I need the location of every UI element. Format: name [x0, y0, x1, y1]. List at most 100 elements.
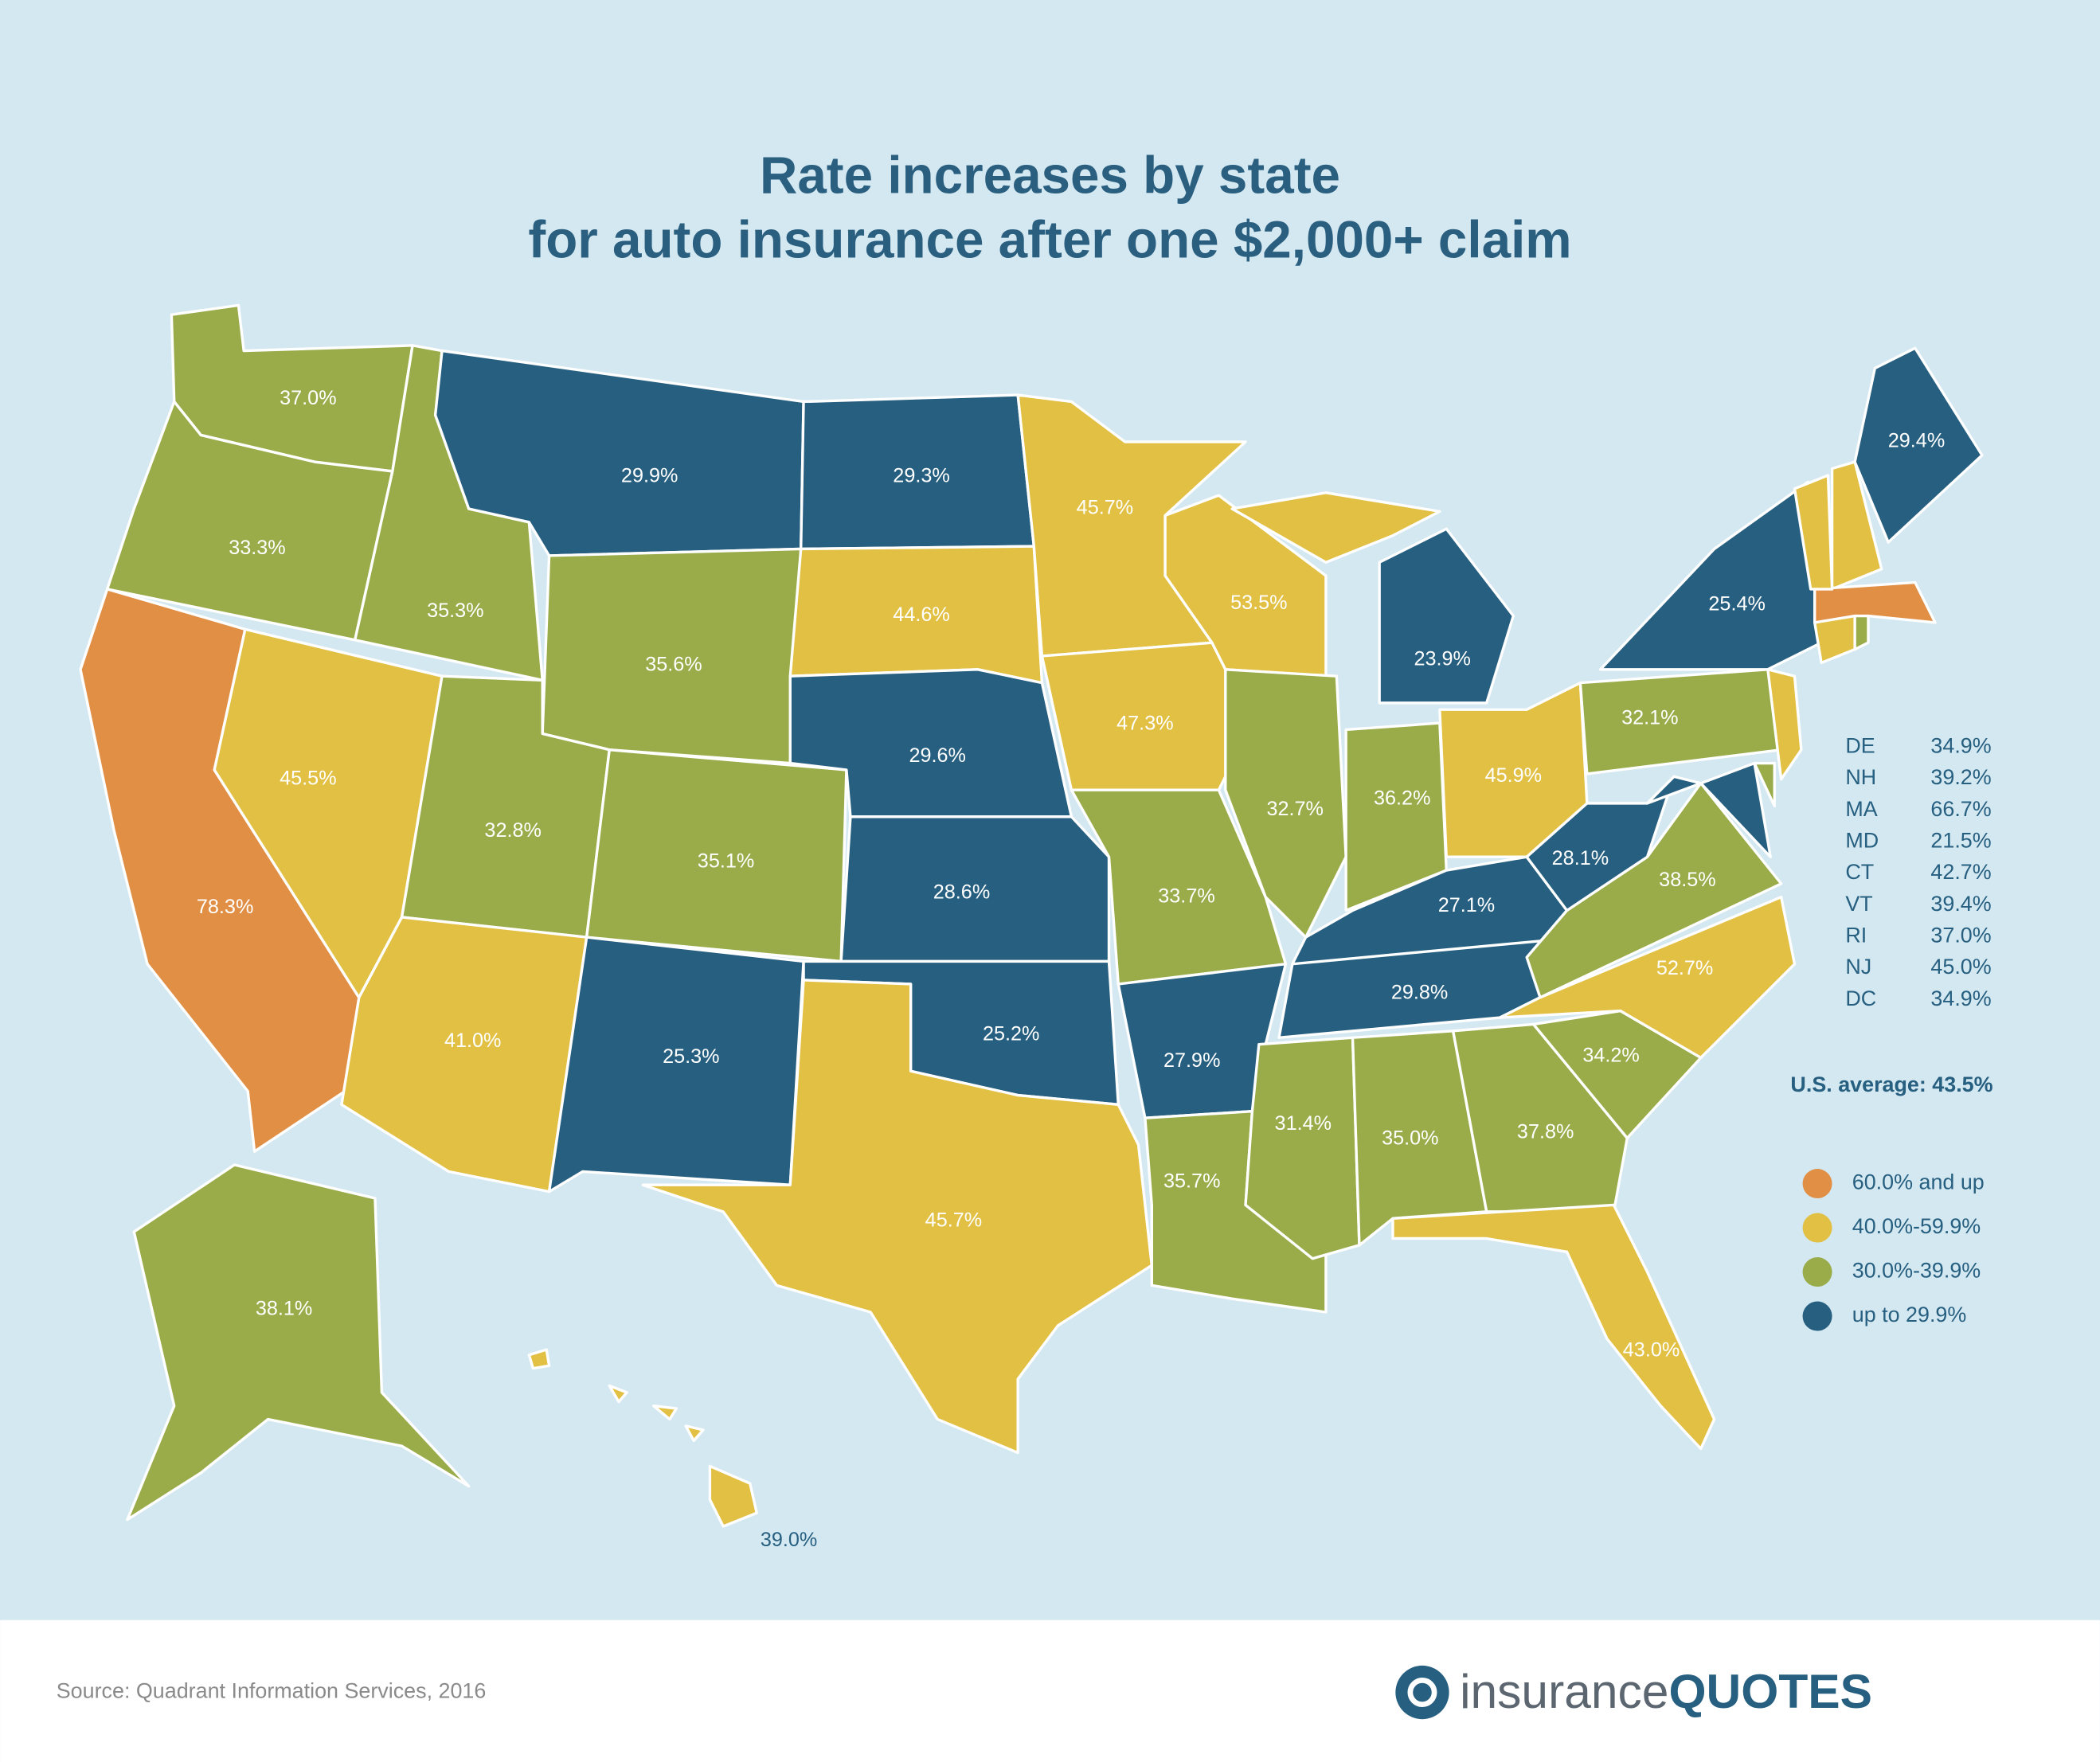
- state-value-label: 32.8%: [484, 819, 542, 842]
- small-state-value: 39.4%: [1930, 892, 1991, 916]
- state-value-label: 47.3%: [1116, 712, 1174, 734]
- state-value-label: 29.6%: [909, 744, 966, 767]
- small-state-value: 66.7%: [1930, 797, 1991, 821]
- state-shape: [708, 1464, 758, 1528]
- state-value-label: 35.6%: [645, 653, 702, 675]
- footer-band: [0, 1619, 2100, 1762]
- label-layer: 37.0% 33.3% 78.3% 45.5% 35.3% 29.9% 35.6% 32.8%…: [197, 387, 1945, 1551]
- state-value-label: 31.4%: [1275, 1112, 1332, 1135]
- us-average: U.S. average: 43.5%: [1790, 1072, 1992, 1096]
- state-value-label: 43.0%: [1623, 1338, 1680, 1361]
- state-value-label: 29.4%: [1888, 430, 1946, 452]
- state-value-label: 33.7%: [1158, 885, 1215, 907]
- state-value-label: 32.7%: [1266, 798, 1324, 820]
- state-value-label: 45.9%: [1485, 764, 1543, 787]
- state-value-label: 53.5%: [1230, 592, 1288, 614]
- state-value-label: 25.4%: [1708, 593, 1766, 615]
- state-value-label: 35.0%: [1382, 1127, 1439, 1150]
- title-line: Rate increases by state: [760, 147, 1340, 205]
- small-state-name: MD: [1845, 829, 1879, 853]
- small-state-value: 45.0%: [1930, 955, 1991, 979]
- small-state-name: DE: [1845, 733, 1875, 757]
- state-value-label: 27.9%: [1163, 1049, 1221, 1072]
- state-shape: [1230, 491, 1441, 564]
- legend-label: 30.0%-39.9%: [1852, 1259, 1981, 1283]
- state-value-label: 29.8%: [1391, 981, 1449, 1003]
- small-state-name: NJ: [1845, 955, 1871, 979]
- legend-label: 40.0%-59.9%: [1852, 1214, 1981, 1238]
- small-state-value: 37.0%: [1930, 924, 1991, 947]
- state-value-label: 28.1%: [1552, 847, 1609, 869]
- state-shape: [1793, 474, 1834, 591]
- state-value-label: 34.2%: [1582, 1044, 1640, 1066]
- state-value-label: 25.2%: [983, 1023, 1040, 1045]
- state-shape: [641, 979, 1153, 1455]
- state-value-label: 27.1%: [1438, 894, 1496, 916]
- logo-icon: [1395, 1665, 1449, 1720]
- small-state-name: NH: [1845, 765, 1876, 789]
- state-shape: [1645, 761, 1772, 858]
- logo-word-2: QUOTES: [1668, 1664, 1872, 1718]
- state-layer: [79, 303, 1984, 1528]
- small-state-name: MA: [1845, 797, 1877, 821]
- legend-swatch: [1802, 1301, 1832, 1331]
- state-value-label: 44.6%: [893, 604, 950, 626]
- state-value-label: 37.0%: [280, 387, 337, 409]
- logo: insuranceQUOTES: [1395, 1664, 1872, 1720]
- state-value-label: 52.7%: [1656, 957, 1714, 979]
- state-shape: [1451, 1022, 1629, 1213]
- logo-icon-ring: [1407, 1678, 1437, 1708]
- state-value-label: 45.5%: [280, 767, 337, 789]
- legend-swatch: [1802, 1213, 1832, 1243]
- state-shape: [684, 1424, 705, 1443]
- state-value-label: 32.1%: [1621, 707, 1679, 729]
- state-shape: [1378, 527, 1515, 705]
- title-line: for auto insurance after one $2,000+ cla…: [528, 210, 1571, 268]
- state-shape: [608, 1384, 628, 1404]
- state-value-label: 35.1%: [698, 850, 755, 873]
- state-value-label: 38.5%: [1659, 869, 1716, 891]
- state-shape: [1813, 580, 1937, 624]
- source-note: Source: Quadrant Information Services, 2…: [57, 1679, 487, 1703]
- small-state-value: 34.9%: [1930, 733, 1991, 757]
- state-shape: [652, 1405, 678, 1421]
- small-state-name: VT: [1845, 892, 1872, 916]
- legend-swatch: [1802, 1257, 1832, 1287]
- small-state-value: 42.7%: [1930, 860, 1991, 884]
- state-value-label: 37.8%: [1517, 1120, 1574, 1143]
- state-value-label: 25.3%: [663, 1045, 720, 1068]
- small-state-name: RI: [1845, 924, 1867, 947]
- state-shape: [547, 936, 805, 1194]
- small-state-value: 39.2%: [1930, 765, 1991, 789]
- state-shape: [1498, 895, 1797, 1060]
- state-shape: [126, 1163, 471, 1522]
- state-value-label: 28.6%: [933, 881, 991, 903]
- small-state-value: 34.9%: [1930, 986, 1991, 1010]
- state-shape: [1391, 1203, 1716, 1451]
- small-state-value: 21.5%: [1930, 829, 1991, 853]
- legend-label: 60.0% and up: [1852, 1170, 1985, 1194]
- state-shape: [1853, 346, 1984, 544]
- state-value-label: 35.3%: [427, 600, 484, 622]
- state-shape: [1753, 761, 1776, 808]
- state-value-label: 33.3%: [229, 537, 286, 559]
- state-value-label: 29.3%: [893, 464, 950, 486]
- small-state-name: DC: [1845, 986, 1876, 1010]
- state-value-label: 29.9%: [621, 464, 678, 486]
- state-value-label: 78.3%: [197, 896, 254, 918]
- state-shape: [839, 815, 1111, 963]
- state-value-label: 41.0%: [444, 1029, 502, 1052]
- legend-label: up to 29.9%: [1852, 1303, 1967, 1326]
- state-value-label: 23.9%: [1414, 648, 1471, 670]
- state-value-label: 45.7%: [925, 1209, 983, 1231]
- logo-word: insuranceQUOTES: [1460, 1664, 1872, 1718]
- state-shape: [1830, 460, 1883, 591]
- state-value-label: 36.2%: [1374, 787, 1431, 810]
- logo-word-1: insurance: [1460, 1664, 1668, 1718]
- state-value-label: 39.0%: [761, 1529, 818, 1551]
- state-value-label: 35.7%: [1163, 1170, 1221, 1193]
- small-state-name: CT: [1845, 860, 1874, 884]
- state-shape: [1766, 668, 1803, 781]
